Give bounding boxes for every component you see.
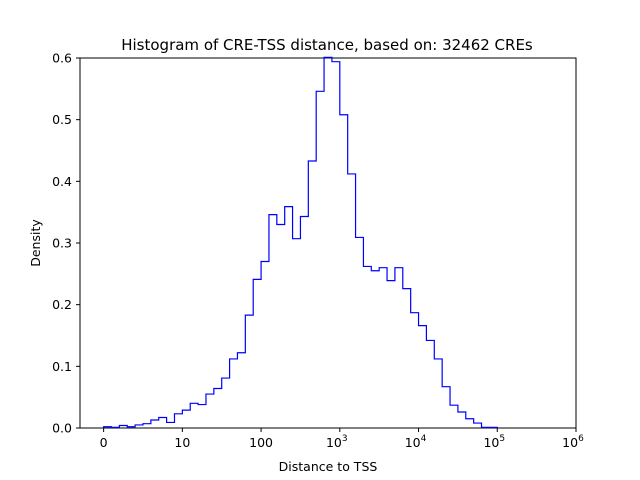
y-tick-label: 0.0 (52, 421, 72, 436)
x-tick-label: 104 (405, 434, 427, 450)
x-tick-label: 0 (100, 435, 108, 450)
x-tick-label: 105 (483, 434, 505, 450)
x-axis-label: Distance to TSS (279, 459, 378, 474)
histogram-layer (103, 56, 498, 428)
y-tick-label: 0.1 (52, 359, 72, 374)
y-axis-label: Density (28, 219, 43, 267)
y-tick-label: 0.6 (52, 51, 72, 66)
x-tick-label: 100 (249, 435, 273, 450)
y-tick-label: 0.2 (52, 297, 72, 312)
x-tick-label: 106 (562, 434, 584, 450)
y-tick-label: 0.4 (52, 174, 72, 189)
histogram-step-line (103, 56, 498, 428)
y-axis-ticks: 0.0 0.1 0.2 0.3 0.4 0.5 0.6 (52, 51, 80, 436)
x-tick-label: 103 (326, 434, 348, 450)
y-tick-label: 0.3 (52, 236, 72, 251)
y-tick-label: 0.5 (52, 112, 72, 127)
x-axis-ticks: 0 10 100 103 104 105 106 (100, 428, 584, 450)
plot-frame (79, 57, 577, 429)
x-tick-label: 10 (174, 435, 190, 450)
chart-title: Histogram of CRE-TSS distance, based on:… (121, 36, 533, 54)
